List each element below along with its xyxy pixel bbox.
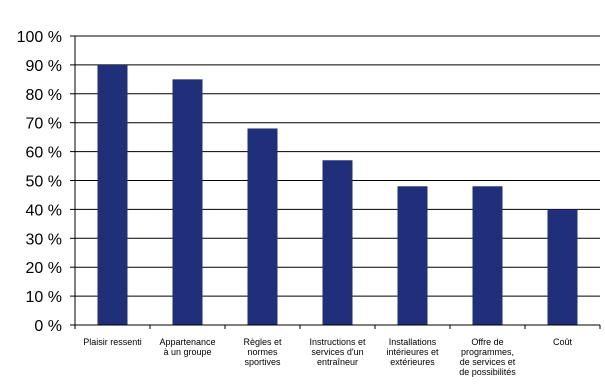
x-tick-label-line: Appartenance bbox=[159, 337, 215, 347]
x-tick-label: Coût bbox=[553, 337, 573, 347]
y-tick-label: 50 % bbox=[26, 174, 62, 191]
x-tick-label-line: de possibilités bbox=[459, 367, 516, 377]
x-tick-label-line: Coût bbox=[553, 337, 573, 347]
y-tick-label: 10 % bbox=[26, 289, 62, 306]
bar bbox=[547, 209, 578, 325]
x-tick-label-line: Instructions et bbox=[309, 337, 366, 347]
y-tick-label: 80 % bbox=[26, 87, 62, 104]
y-tick-label: 100 % bbox=[17, 29, 62, 46]
bar bbox=[397, 186, 428, 325]
x-tick-label-line: services d'un bbox=[311, 347, 363, 357]
bar bbox=[172, 79, 203, 325]
x-tick-label-line: intérieures et bbox=[386, 347, 439, 357]
bar bbox=[247, 128, 278, 325]
bar bbox=[322, 160, 353, 325]
x-tick-label-line: Installations bbox=[389, 337, 437, 347]
x-tick-label: Plaisir ressenti bbox=[83, 337, 142, 347]
x-tick-label-line: programmes, bbox=[461, 347, 514, 357]
y-tick-label: 20 % bbox=[26, 260, 62, 277]
x-tick-label: Appartenance à un groupe bbox=[159, 337, 215, 357]
bar bbox=[97, 64, 128, 326]
y-tick-label: 40 % bbox=[26, 202, 62, 219]
bar bbox=[472, 186, 503, 325]
x-tick-label-line: normes bbox=[247, 347, 278, 357]
y-tick-label: 70 % bbox=[26, 116, 62, 133]
y-tick-label: 30 % bbox=[26, 231, 62, 248]
x-tick-label: Instructions et services d'un entraîneur bbox=[309, 337, 366, 367]
y-tick-label: 90 % bbox=[26, 58, 62, 75]
y-tick-label: 60 % bbox=[26, 145, 62, 162]
y-tick-label: 0 % bbox=[34, 318, 62, 335]
x-tick-label-line: entraîneur bbox=[317, 357, 358, 367]
x-tick-label-line: sportives bbox=[244, 357, 281, 367]
x-tick-label-line: de services et bbox=[460, 357, 516, 367]
x-tick-label: Offre de programmes, de services et de poss… bbox=[459, 337, 516, 377]
x-tick-label: Règles et normes sportives bbox=[243, 337, 282, 367]
x-tick-label-line: extérieures bbox=[390, 357, 435, 367]
x-tick-label-line: Offre de bbox=[471, 337, 503, 347]
x-tick-label-line: à un groupe bbox=[163, 347, 211, 357]
x-tick-label-line: Règles et bbox=[243, 337, 282, 347]
x-tick-label-line: Plaisir ressenti bbox=[83, 337, 142, 347]
x-tick-label: Installations intérieures et extérieures bbox=[386, 337, 439, 367]
